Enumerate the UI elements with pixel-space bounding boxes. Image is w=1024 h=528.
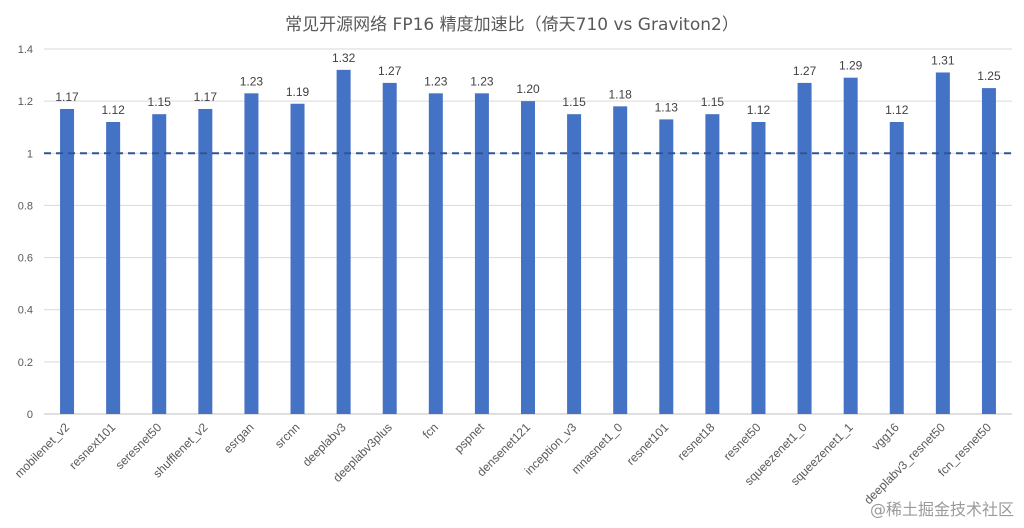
data-label: 1.17 — [194, 90, 218, 104]
data-label: 1.31 — [931, 53, 955, 67]
y-tick-label: 1.2 — [18, 96, 33, 108]
bar — [244, 93, 259, 415]
bar — [60, 108, 75, 414]
data-label: 1.19 — [286, 85, 310, 99]
bar — [521, 101, 535, 415]
x-tick-label: deeplabv3_resnet50 — [861, 420, 948, 507]
data-label: 1.27 — [378, 64, 402, 78]
data-label: 1.15 — [148, 95, 172, 109]
y-tick-label: 0 — [27, 409, 33, 421]
x-tick-label: mobilenet_v2 — [12, 420, 73, 481]
y-tick-label: 0.6 — [18, 253, 33, 265]
chart-title: 常见开源网络 FP16 精度加速比（倚天710 vs Graviton2） — [285, 15, 739, 35]
data-label: 1.18 — [609, 87, 633, 101]
bar — [428, 93, 443, 415]
x-tick-label: esrgan — [221, 420, 257, 456]
bar — [797, 82, 812, 415]
bar — [751, 122, 766, 414]
x-tick-label: resnet18 — [675, 420, 718, 463]
x-tick-label: vgg16 — [869, 420, 902, 453]
data-label: 1.29 — [839, 59, 863, 73]
bar — [705, 114, 720, 414]
data-label: 1.27 — [793, 64, 817, 78]
data-label: 1.12 — [747, 103, 771, 117]
bar — [290, 103, 305, 414]
watermark: @稀土掘金技术社区 — [869, 500, 1014, 519]
bar — [336, 69, 351, 414]
data-label: 1.20 — [516, 82, 540, 96]
bar — [659, 119, 674, 415]
y-tick-label: 1.4 — [18, 44, 33, 56]
bar — [935, 72, 950, 414]
data-label: 1.23 — [424, 74, 448, 88]
x-tick-label: pspnet — [452, 420, 488, 456]
bar — [981, 88, 996, 414]
x-tick-label: deeplabv3 — [300, 420, 349, 469]
y-tick-label: 0.2 — [18, 357, 33, 369]
y-tick-label: 0.4 — [18, 305, 33, 317]
y-tick-label: 0.8 — [18, 200, 33, 212]
data-label: 1.12 — [101, 103, 125, 117]
data-label: 1.25 — [977, 69, 1001, 83]
x-tick-label: resnext101 — [66, 420, 118, 472]
data-label: 1.32 — [332, 51, 356, 65]
data-label: 1.15 — [562, 95, 586, 109]
x-tick-label: srcnn — [272, 420, 303, 451]
data-label: 1.13 — [655, 100, 679, 114]
bar — [106, 122, 121, 414]
bar — [889, 122, 904, 414]
data-label: 1.23 — [470, 74, 494, 88]
data-label: 1.12 — [885, 103, 909, 117]
x-tick-label: fcn — [420, 420, 441, 441]
x-tick-label: resnet50 — [721, 420, 764, 463]
data-label: 1.23 — [240, 74, 264, 88]
bar — [382, 82, 397, 415]
bar — [613, 106, 628, 414]
data-label: 1.17 — [55, 90, 79, 104]
bar — [152, 114, 167, 414]
data-label: 1.15 — [701, 95, 725, 109]
bar — [198, 108, 213, 414]
bar — [843, 77, 858, 414]
bar — [567, 114, 582, 414]
y-tick-label: 1 — [27, 148, 33, 160]
x-tick-label: resnet101 — [624, 420, 672, 468]
bar — [474, 93, 489, 415]
